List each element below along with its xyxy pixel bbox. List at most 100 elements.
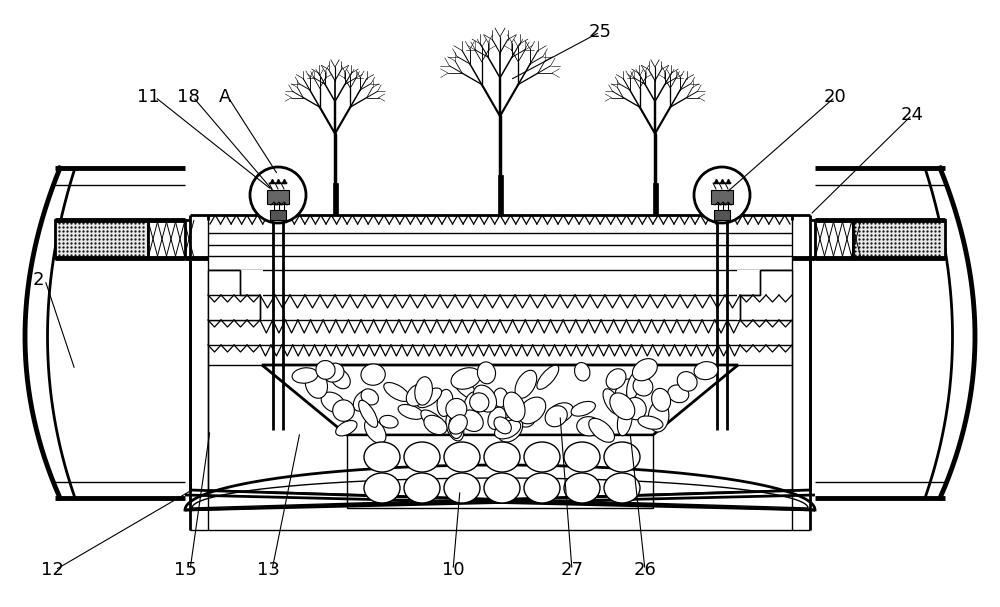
Ellipse shape — [524, 473, 560, 503]
Ellipse shape — [449, 415, 467, 434]
Ellipse shape — [617, 405, 632, 436]
Bar — [737, 270, 793, 320]
Text: 18: 18 — [177, 88, 199, 106]
Ellipse shape — [451, 368, 481, 389]
Ellipse shape — [484, 442, 520, 472]
Ellipse shape — [564, 442, 600, 472]
Bar — [711, 190, 733, 204]
Ellipse shape — [603, 388, 621, 414]
Ellipse shape — [446, 398, 467, 419]
Ellipse shape — [404, 442, 440, 472]
Ellipse shape — [449, 415, 463, 438]
Bar — [853, 220, 945, 258]
Ellipse shape — [404, 473, 440, 503]
Ellipse shape — [398, 404, 423, 419]
Ellipse shape — [494, 417, 511, 434]
Ellipse shape — [610, 393, 635, 419]
Circle shape — [694, 167, 750, 223]
Ellipse shape — [484, 473, 520, 503]
Ellipse shape — [364, 442, 400, 472]
Ellipse shape — [452, 375, 476, 399]
Ellipse shape — [515, 407, 536, 427]
Ellipse shape — [444, 473, 480, 503]
Ellipse shape — [361, 364, 385, 385]
Ellipse shape — [333, 400, 354, 421]
Ellipse shape — [424, 415, 447, 435]
Ellipse shape — [353, 391, 372, 411]
Ellipse shape — [503, 392, 525, 422]
Ellipse shape — [406, 384, 428, 406]
Ellipse shape — [524, 442, 560, 472]
Circle shape — [250, 167, 306, 223]
Ellipse shape — [415, 377, 432, 405]
Ellipse shape — [321, 392, 345, 412]
Ellipse shape — [380, 415, 398, 428]
Bar — [815, 220, 853, 258]
Text: 12: 12 — [41, 561, 63, 579]
Ellipse shape — [589, 418, 614, 443]
Ellipse shape — [464, 392, 482, 418]
Ellipse shape — [437, 390, 453, 416]
Text: 15: 15 — [174, 561, 196, 579]
Bar — [498, 175, 503, 215]
Ellipse shape — [470, 393, 489, 412]
Ellipse shape — [365, 418, 386, 443]
Ellipse shape — [632, 359, 657, 381]
Bar — [652, 183, 658, 215]
Text: 10: 10 — [442, 561, 464, 579]
Ellipse shape — [677, 371, 697, 391]
Ellipse shape — [604, 442, 640, 472]
Ellipse shape — [498, 409, 517, 437]
Ellipse shape — [606, 369, 626, 389]
Text: 2: 2 — [32, 271, 44, 289]
Bar — [347, 435, 653, 508]
Ellipse shape — [384, 382, 410, 401]
Ellipse shape — [615, 379, 633, 399]
Ellipse shape — [547, 403, 573, 424]
Ellipse shape — [421, 410, 446, 432]
Ellipse shape — [537, 365, 559, 389]
Ellipse shape — [668, 385, 689, 402]
Ellipse shape — [493, 388, 508, 407]
Polygon shape — [262, 365, 738, 435]
Ellipse shape — [694, 362, 718, 379]
Ellipse shape — [575, 362, 590, 381]
Ellipse shape — [331, 369, 350, 388]
Ellipse shape — [323, 363, 344, 382]
Bar — [714, 210, 730, 220]
Ellipse shape — [627, 372, 640, 400]
Ellipse shape — [460, 410, 483, 432]
Ellipse shape — [604, 473, 640, 503]
Ellipse shape — [477, 362, 496, 384]
Bar — [208, 270, 263, 320]
Bar — [267, 190, 289, 204]
Ellipse shape — [515, 370, 537, 398]
Bar — [332, 183, 338, 215]
Ellipse shape — [638, 416, 663, 429]
Ellipse shape — [498, 416, 523, 442]
Ellipse shape — [564, 473, 600, 503]
Text: A: A — [219, 88, 231, 106]
Ellipse shape — [305, 370, 328, 398]
Ellipse shape — [359, 400, 378, 427]
Text: 20: 20 — [824, 88, 846, 106]
Ellipse shape — [633, 377, 653, 396]
Bar — [55, 220, 148, 258]
Bar — [148, 220, 185, 258]
Ellipse shape — [625, 398, 646, 419]
Ellipse shape — [519, 397, 546, 424]
Text: 13: 13 — [257, 561, 279, 579]
Ellipse shape — [473, 385, 497, 412]
Ellipse shape — [316, 361, 335, 379]
Bar — [270, 210, 286, 220]
Ellipse shape — [495, 420, 521, 439]
Ellipse shape — [292, 368, 318, 383]
Ellipse shape — [488, 407, 506, 429]
Ellipse shape — [652, 388, 671, 412]
Ellipse shape — [545, 405, 567, 427]
Ellipse shape — [364, 473, 400, 503]
Ellipse shape — [417, 388, 442, 408]
Ellipse shape — [571, 401, 595, 416]
Ellipse shape — [336, 421, 357, 436]
Ellipse shape — [446, 413, 464, 441]
